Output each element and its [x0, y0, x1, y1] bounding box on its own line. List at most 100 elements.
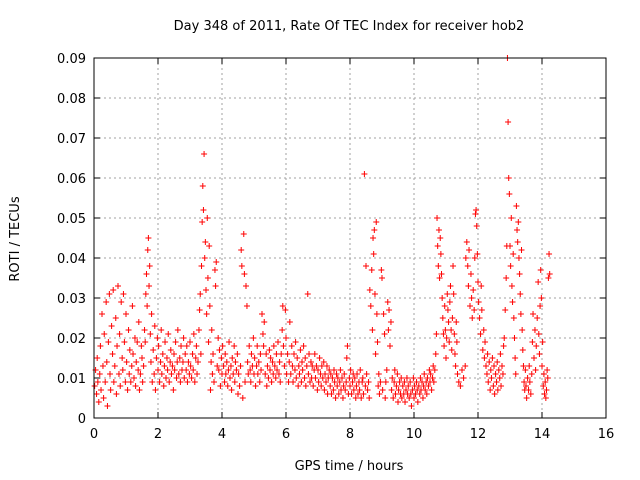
data-point [160, 383, 167, 389]
data-point [491, 391, 498, 397]
data-point [105, 339, 112, 345]
data-point [235, 371, 242, 377]
data-point [373, 311, 380, 317]
data-point [358, 395, 365, 401]
data-point [501, 335, 508, 341]
data-point [162, 339, 169, 345]
data-point [260, 343, 267, 349]
data-point [546, 271, 553, 277]
data-point [473, 207, 480, 213]
data-point [176, 355, 183, 361]
data-point [129, 303, 136, 309]
data-point [542, 379, 549, 385]
data-point [121, 339, 128, 345]
data-point [510, 315, 517, 321]
data-point [515, 219, 522, 225]
data-point [427, 371, 434, 377]
data-point [546, 251, 553, 257]
data-point [120, 291, 127, 297]
data-point [243, 303, 250, 309]
data-point [208, 327, 215, 333]
data-point [215, 335, 222, 341]
data-point [464, 263, 471, 269]
data-point [142, 291, 149, 297]
data-point [191, 379, 198, 385]
data-point [516, 271, 523, 277]
data-point [450, 291, 457, 297]
data-point [411, 395, 417, 401]
x-tick-label: 8 [346, 427, 354, 442]
data-point [96, 371, 103, 377]
data-point [395, 387, 402, 393]
data-point [391, 379, 398, 385]
data-point [465, 283, 472, 289]
y-axis-label: ROTI / TECUs [8, 196, 23, 281]
data-point [290, 379, 297, 385]
tick-labels: 0 2 4 6 8 10 12 14 16 0 0.01 0.02 0.03 0.04 0.05 0.06 0.… [57, 52, 614, 442]
data-point [165, 331, 172, 337]
data-point [539, 339, 546, 345]
data-point [387, 319, 394, 325]
data-point [281, 363, 288, 369]
data-point [368, 267, 375, 273]
data-point [462, 363, 469, 369]
y-tick-label: 0.09 [57, 52, 86, 67]
data-point [390, 395, 397, 401]
data-point [510, 251, 517, 257]
data-point [196, 307, 203, 313]
data-point [231, 343, 238, 349]
data-point [512, 355, 519, 361]
data-point [545, 275, 552, 281]
data-point [210, 351, 217, 357]
y-tick-label: 0.01 [57, 372, 86, 387]
data-point [227, 363, 234, 369]
x-tick-label: 6 [282, 427, 290, 442]
data-point [376, 391, 383, 397]
data-point [333, 371, 340, 377]
data-point [227, 375, 233, 381]
data-point [366, 287, 373, 293]
data-point [115, 371, 122, 377]
data-point [135, 367, 142, 373]
data-point [284, 351, 291, 357]
data-point [402, 399, 409, 405]
data-point [256, 379, 263, 385]
data-point [132, 383, 139, 389]
data-point [374, 339, 381, 345]
data-point [222, 351, 229, 357]
data-point [313, 363, 320, 369]
data-point [344, 343, 351, 349]
x-axis-label: GPS time / hours [295, 459, 404, 474]
data-point [482, 339, 489, 345]
data-point [139, 379, 146, 385]
data-point [223, 359, 230, 365]
data-point [221, 379, 228, 385]
data-point [454, 371, 461, 377]
data-point [294, 355, 301, 361]
data-point [329, 375, 336, 381]
data-point [470, 287, 477, 293]
data-point [161, 363, 168, 369]
data-point [219, 343, 226, 349]
data-point [187, 363, 194, 369]
data-point [297, 347, 304, 353]
data-point [305, 371, 312, 377]
data-point [405, 383, 412, 389]
data-point [245, 371, 252, 377]
data-point [214, 363, 221, 369]
data-point [343, 355, 350, 361]
data-point [295, 363, 302, 369]
data-point [335, 391, 342, 397]
data-point [508, 283, 515, 289]
data-point [521, 379, 528, 385]
data-point [179, 359, 186, 365]
data-point [403, 387, 409, 393]
data-point [517, 311, 524, 317]
data-point [361, 171, 368, 177]
x-tick-label: 2 [154, 427, 162, 442]
data-point [128, 363, 135, 369]
data-point [337, 367, 344, 373]
data-point [151, 371, 158, 377]
data-point [107, 387, 114, 393]
